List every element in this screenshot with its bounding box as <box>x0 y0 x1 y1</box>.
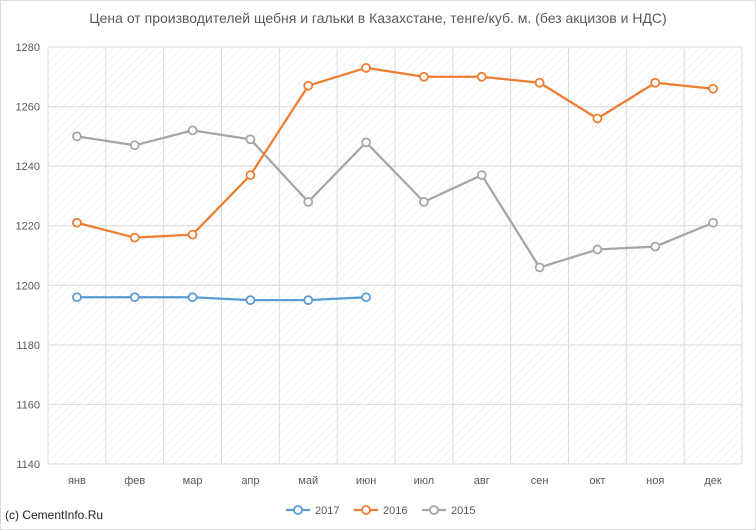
series-2017-point <box>303 295 314 306</box>
series-2015-point <box>534 262 545 273</box>
series-2015-line <box>76 129 714 269</box>
x-tick-label: июл <box>414 475 435 487</box>
series-2016-point <box>129 232 140 243</box>
series-2017-point <box>129 292 140 303</box>
x-tick-label: авг <box>474 475 490 487</box>
legend-2016-label: 2016 <box>383 505 407 517</box>
series-2016-point <box>419 71 429 82</box>
x-tick-label: апр <box>241 475 259 487</box>
series-2016-line <box>76 66 714 239</box>
x-tick-label: окт <box>589 475 605 487</box>
series-2016-point <box>245 170 256 180</box>
series-2016-point <box>303 80 314 91</box>
series-2016-point <box>534 77 545 88</box>
y-tick-label: 1200 <box>16 280 40 292</box>
series-2015-point <box>419 197 429 207</box>
series-2015-point <box>361 137 371 148</box>
series-2016-point <box>72 217 82 228</box>
y-tick-label: 1160 <box>16 399 40 411</box>
series-2015-point <box>476 170 487 180</box>
legend-2017-swatch-marker <box>293 505 303 515</box>
chart-title: Цена от производителей щебня и гальки в … <box>89 10 667 26</box>
legend-2016-swatch-marker <box>361 505 371 515</box>
series-2016-point <box>476 71 487 82</box>
series-2017-point <box>245 295 256 306</box>
series-2015-point <box>650 241 661 252</box>
x-tick-label: фев <box>124 475 145 487</box>
series-2015-point <box>303 197 314 207</box>
x-tick-label: мар <box>183 475 203 487</box>
series-2016-point <box>592 113 603 124</box>
legend-2015-swatch-marker <box>429 505 439 515</box>
series-2016-point <box>187 229 198 240</box>
x-tick-label: июн <box>356 475 376 487</box>
x-tick-label: май <box>298 475 318 487</box>
x-tick-label: дек <box>704 475 722 487</box>
x-tick-label: сен <box>531 475 549 487</box>
source-credit: (c) CementInfo.Ru <box>5 508 104 522</box>
x-tick-label: янв <box>68 475 86 487</box>
series-2017-point <box>187 292 198 303</box>
series-2015-point <box>129 140 140 151</box>
y-tick-label: 1180 <box>16 340 40 352</box>
y-tick-label: 1220 <box>16 221 40 233</box>
series-2015-point <box>72 131 82 142</box>
series-2015-point <box>187 125 198 136</box>
series-2015-point <box>245 134 256 145</box>
x-tick-label: ноя <box>646 475 664 487</box>
series-2017-point <box>72 292 82 303</box>
series-2015-point <box>708 217 718 228</box>
y-tick-label: 1260 <box>16 102 40 114</box>
y-tick-label: 1240 <box>16 161 40 173</box>
series-2017-line <box>76 296 367 302</box>
series-2016-point <box>708 83 718 94</box>
series-2015-point <box>592 244 603 255</box>
legend-2015-label: 2015 <box>451 505 475 517</box>
series-2017-point <box>361 292 371 303</box>
legend-2017-label: 2017 <box>315 505 339 517</box>
y-tick-label: 1140 <box>16 459 40 471</box>
series-2016-point <box>361 62 371 73</box>
y-tick-label: 1280 <box>16 42 40 54</box>
series-2016-point <box>650 77 661 88</box>
